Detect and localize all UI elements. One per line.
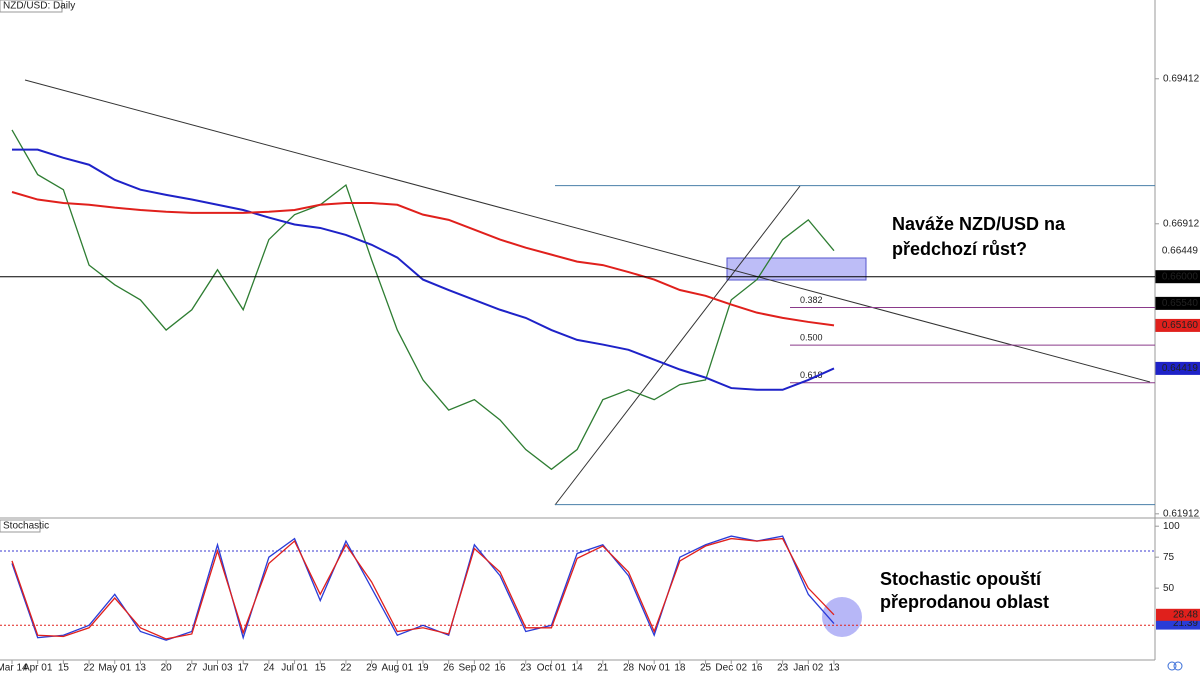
x-tick-label: 13 (135, 663, 147, 674)
series-line (11, 191, 835, 327)
price-tag-label: 0.64419 (1162, 363, 1199, 374)
annotation: předchozí růst? (892, 239, 1027, 259)
x-tick-label: Dec 02 (715, 663, 747, 674)
series-line (11, 535, 835, 641)
x-tick-label: 29 (366, 663, 378, 674)
x-tick-label: 17 (238, 663, 250, 674)
x-tick-label: 15 (58, 663, 70, 674)
series-line (12, 148, 835, 391)
x-tick-label: Oct 01 (537, 663, 567, 674)
x-tick-label: 16 (751, 663, 763, 674)
y-tick-label: 0.61912 (1163, 508, 1200, 519)
x-tick-label: 14 (572, 663, 584, 674)
price-tag (1155, 361, 1200, 375)
x-tick-label: 18 (674, 663, 686, 674)
x-tick-label: Aug 01 (381, 663, 413, 674)
price-tag (1155, 296, 1200, 310)
y-tick-label: 0.69412 (1163, 73, 1200, 84)
x-tick-label: 23 (777, 663, 789, 674)
fib-label: 0.618 (800, 370, 823, 380)
x-tick-label: May 01 (98, 663, 131, 674)
annotation: přeprodanou oblast (880, 592, 1049, 612)
icon (1167, 661, 1183, 671)
x-tick-label: 26 (443, 663, 455, 674)
value-tag (1156, 608, 1200, 621)
trend-line (24, 79, 1151, 383)
series-line (11, 129, 835, 471)
price-tag (1155, 318, 1200, 332)
x-tick-label: 22 (340, 663, 352, 674)
x-tick-label: Nov 01 (638, 663, 670, 674)
chart-title: NZD/USD: Daily (3, 1, 75, 12)
fib-label: 0.382 (800, 295, 823, 305)
x-tick-label: 20 (161, 663, 173, 674)
title-box (0, 0, 63, 13)
x-tick-label: Jun 03 (202, 663, 232, 674)
annotation: Stochastic opouští (880, 569, 1042, 589)
x-tick-label: Jan 02 (793, 663, 823, 674)
x-tick-label: 28 (623, 663, 635, 674)
price-tag-label: 0.66449 (1162, 245, 1199, 256)
highlight-circle (822, 597, 862, 637)
fib-diagonal (554, 185, 801, 506)
price-tag (1155, 270, 1200, 284)
x-tick-label: Apr 01 (23, 663, 53, 674)
x-tick-label: 25 (700, 663, 712, 674)
price-tag-label: 0.65540 (1162, 298, 1199, 309)
x-tick-label: 24 (263, 663, 275, 674)
y-tick-label: 75 (1163, 552, 1175, 563)
x-tick-label: 27 (186, 663, 198, 674)
x-tick-label: Mar 14 (0, 663, 28, 674)
price-tag (1155, 244, 1200, 258)
value-tag-label: 28.48 (1173, 609, 1198, 620)
fib-label: 0.500 (800, 333, 823, 343)
x-tick-label: Sep 02 (459, 663, 491, 674)
y-tick-label: 100 (1163, 521, 1180, 532)
x-tick-label: 15 (315, 663, 327, 674)
stoch-title: Stochastic (3, 521, 49, 532)
x-tick-label: 16 (495, 663, 507, 674)
stoch-title-box (0, 519, 41, 533)
x-tick-label: 13 (828, 663, 840, 674)
x-tick-label: 23 (520, 663, 532, 674)
y-tick-label: 0.66912 (1163, 218, 1200, 229)
x-tick-label: Jul 01 (281, 663, 308, 674)
price-tag-label: 0.66000 (1162, 271, 1199, 282)
annotation: Naváže NZD/USD na (892, 214, 1066, 234)
support-zone (726, 257, 867, 281)
price-tag-label: 0.65160 (1162, 320, 1199, 331)
y-tick-label: 50 (1163, 583, 1175, 594)
x-tick-label: 21 (597, 663, 609, 674)
value-tag-label: 21.39 (1173, 618, 1198, 629)
x-tick-label: 19 (417, 663, 429, 674)
x-tick-label: 22 (84, 663, 96, 674)
series-line (11, 537, 835, 640)
